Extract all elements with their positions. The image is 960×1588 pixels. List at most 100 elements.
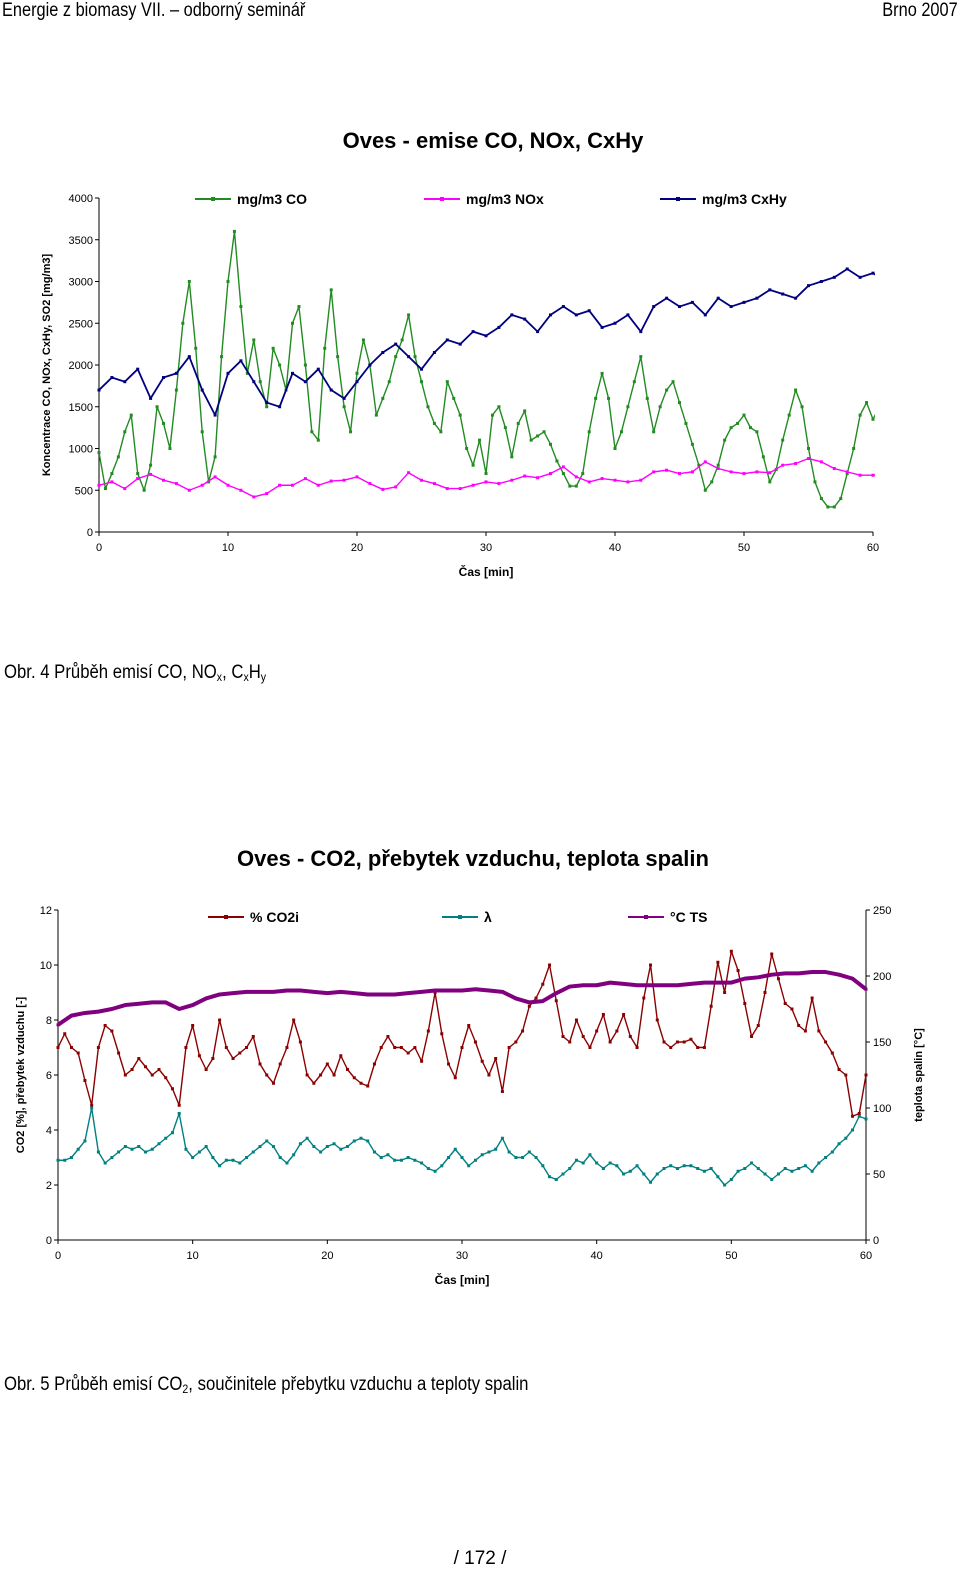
c2-series-0-point (346, 1068, 350, 1071)
c2-series-1-point (595, 1161, 599, 1165)
c1-series-0-point (316, 438, 320, 442)
c1-series-0-point (703, 488, 707, 492)
c2-series-0-point (157, 1068, 161, 1071)
c1-series-1-point (665, 468, 669, 472)
c2-series-0-point (144, 1065, 148, 1069)
c2-series-1-point (271, 1145, 275, 1148)
c2-series-0-point (96, 1046, 100, 1049)
c2-series-2-point (568, 985, 572, 989)
c2-series-0-point (467, 1024, 471, 1027)
c1-series-0-point (129, 413, 133, 417)
c2-series-1-point (500, 1136, 504, 1140)
c2-series-2-point (245, 990, 249, 994)
c1-series-0-point (361, 338, 365, 342)
c1-y-tick-label: 4000 (69, 193, 93, 205)
c1-series-0-point (123, 430, 127, 434)
c2-series-1-point (90, 1106, 94, 1110)
c2-series-0-point (494, 1057, 498, 1060)
c2-series-1-point (366, 1139, 370, 1143)
c2-series-1-point (702, 1169, 706, 1173)
c2-series-1-point (615, 1164, 619, 1168)
c2-series-1-point (150, 1147, 154, 1151)
c2-series-0-point (76, 1051, 80, 1055)
c2-series-2-point (339, 990, 343, 994)
c2-series-1-point (117, 1150, 121, 1154)
c1-series-1-point (690, 470, 694, 474)
c1-series-2-point (136, 367, 140, 371)
c1-series-2-point (510, 313, 514, 317)
c2-series-0-point (723, 991, 727, 994)
c2-series-2-point (177, 1007, 181, 1011)
c1-series-1-point (187, 488, 191, 492)
c2-series-2-point (702, 981, 706, 985)
c1-series-1-point (819, 460, 823, 464)
c2-series-2-point (433, 989, 437, 993)
c2-series-1-point (844, 1136, 848, 1140)
c2-x-tick-label: 60 (860, 1250, 872, 1262)
c2-series-1-point (245, 1156, 249, 1159)
c2-series-1-point (494, 1147, 498, 1151)
c1-x-tick-label: 0 (96, 542, 102, 554)
c2-series-2-point (608, 981, 612, 985)
c2-series-0-point (588, 1046, 592, 1049)
c2-y2-label: teplota spalin [°C] (913, 1028, 925, 1122)
c2-series-2-point (150, 1000, 154, 1004)
c2-series-1-point (824, 1156, 828, 1159)
c2-series-0-point (453, 1076, 457, 1080)
c2-series-1-point (251, 1150, 255, 1154)
c2-series-0-point (824, 1040, 828, 1044)
c1-series-2-point (794, 296, 798, 300)
c2-series-0-point (601, 1013, 605, 1016)
c2-series-1-point (123, 1145, 127, 1148)
c2-series-1-point (837, 1142, 841, 1146)
c1-y-tick-label: 2500 (69, 318, 93, 330)
c2-series-2-point (420, 990, 424, 994)
c2-series-0-point (595, 1029, 599, 1033)
c1-series-1-point (561, 465, 565, 469)
c1-series-1-point (729, 470, 733, 474)
c1-series-2-point (187, 355, 191, 359)
c2-series-2-point (473, 987, 477, 991)
c2-series-1-point (467, 1164, 471, 1168)
c1-series-0-point (149, 463, 153, 467)
c1-series-2-point (291, 371, 294, 375)
c1-series-0-point (220, 355, 224, 359)
c2-series-2-point (69, 1014, 73, 1018)
c2-series-2-point (595, 983, 599, 987)
c1-series-0-point (748, 426, 752, 430)
c1-series-2-point (445, 338, 449, 342)
c2-series-1-point (83, 1139, 87, 1143)
c2-series-0-point (271, 1081, 275, 1085)
c1-series-0-point (349, 430, 353, 434)
c2-series-0-point (177, 1103, 181, 1107)
c2-series-2-point (622, 982, 626, 986)
c2-series-2-point (541, 999, 545, 1003)
c1-series-0-point (194, 346, 198, 350)
c2-series-1-point (420, 1161, 424, 1165)
c2-series-0-point (386, 1035, 390, 1038)
c2-series-1-point (191, 1156, 195, 1159)
c2-series-0-legend-label: % CO2i (250, 909, 299, 925)
c2-series-1-point (426, 1167, 430, 1170)
c1-series-2-point (845, 267, 849, 271)
c1-series-0-point (645, 396, 649, 400)
c1-series-0-point (310, 430, 314, 434)
c2-series-0-point (359, 1081, 363, 1085)
c2-series-0-point (393, 1046, 397, 1049)
c2-series-0-point (608, 1040, 612, 1044)
c1-series-0-point (103, 487, 107, 491)
c1-series-2-point (626, 313, 630, 317)
c2-series-2-point (204, 996, 208, 1000)
c1-series-2-point (755, 296, 759, 300)
c1-series-0-point (110, 472, 114, 476)
c2-series-0-point (817, 1029, 821, 1033)
c1-series-2-point (239, 359, 243, 363)
c1-series-0-point (871, 417, 875, 421)
c2-series-0-point (258, 1062, 262, 1066)
c2-series-0-point (736, 969, 740, 972)
c1-series-0-point (542, 430, 546, 434)
c2-series-0-point (332, 1073, 336, 1077)
c2-series-1-point (372, 1150, 376, 1154)
c1-series-0-point (187, 280, 191, 283)
c1-series-1-point (162, 478, 165, 482)
